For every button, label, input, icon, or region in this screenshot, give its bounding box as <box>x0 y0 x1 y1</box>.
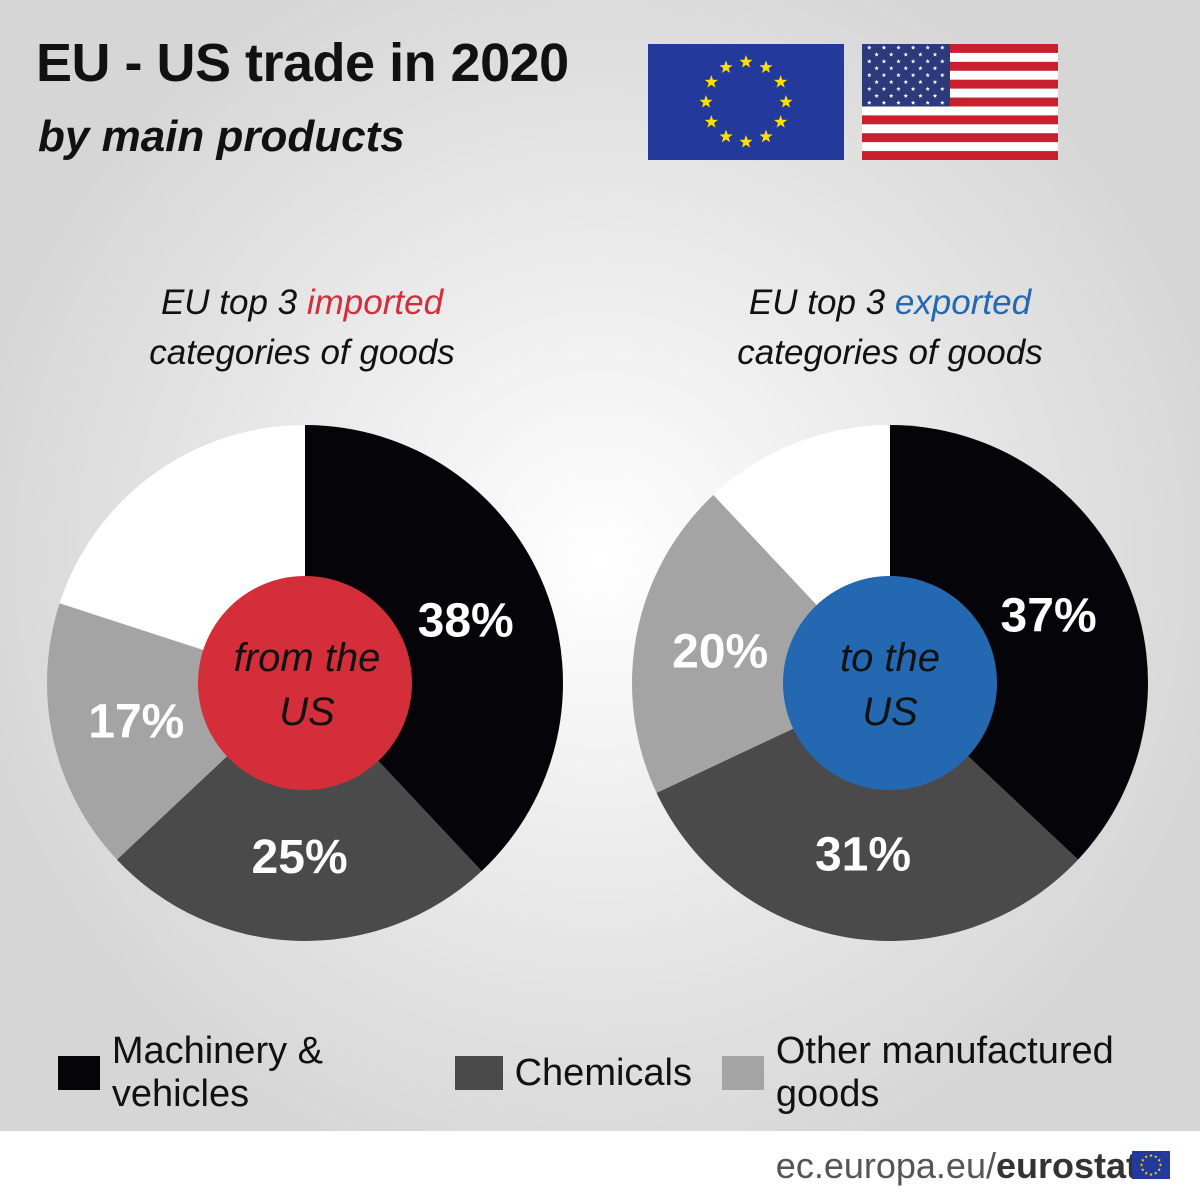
legend-swatch-chemicals <box>455 1056 503 1090</box>
imported-slice-label: 25% <box>252 831 348 884</box>
legend-swatch-other-manufactured <box>722 1056 764 1090</box>
footer: ec.europa.eu/eurostat <box>0 1131 1200 1200</box>
legend-item-machinery: Machinery & vehicles <box>58 1030 425 1116</box>
eu-flag-small-icon <box>1132 1151 1170 1179</box>
pie-charts: 38% 25% 17% 37% 31% 20% from the US to the U… <box>0 0 1200 1130</box>
legend-swatch-machinery <box>58 1056 100 1090</box>
exported-slice-label: 37% <box>1001 589 1097 642</box>
exported-center-line2: US <box>862 690 918 734</box>
legend-item-chemicals: Chemicals <box>455 1052 692 1095</box>
exported-slice-label: 20% <box>672 626 768 679</box>
footer-site: ec.europa.eu/ <box>776 1145 996 1186</box>
imported-center-line2: US <box>279 690 335 734</box>
exported-center-circle <box>783 576 997 790</box>
legend: Machinery & vehicles Chemicals Other man… <box>58 1030 1200 1116</box>
legend-label: Chemicals <box>515 1052 692 1095</box>
footer-brand: eurostat <box>996 1145 1138 1186</box>
exported-slice-label: 31% <box>815 829 911 882</box>
imported-center-circle <box>198 576 412 790</box>
imported-center-line1: from the <box>234 636 381 680</box>
exported-center-line1: to the <box>840 636 940 680</box>
legend-item-other-manufactured: Other manufactured goods <box>722 1030 1170 1116</box>
imported-slice-label: 17% <box>88 696 184 749</box>
legend-label: Other manufactured goods <box>776 1030 1170 1116</box>
legend-label: Machinery & vehicles <box>112 1030 425 1116</box>
footer-link[interactable]: ec.europa.eu/eurostat <box>776 1145 1138 1187</box>
imported-slice-label: 38% <box>418 594 514 647</box>
